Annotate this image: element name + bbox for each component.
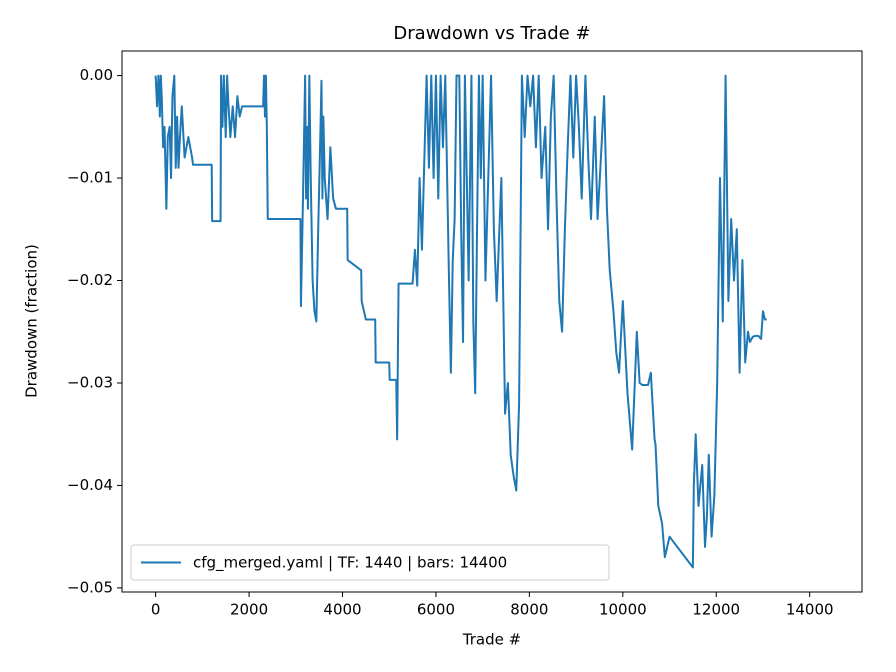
x-tick-label: 0 xyxy=(151,601,161,619)
y-tick-label: −0.02 xyxy=(67,271,113,289)
y-tick-label: −0.01 xyxy=(67,169,113,187)
x-tick-label: 8000 xyxy=(510,601,548,619)
y-tick-label: −0.03 xyxy=(67,373,113,391)
y-tick-label: −0.05 xyxy=(67,578,113,596)
line-series xyxy=(154,74,767,569)
x-tick-label: 2000 xyxy=(230,601,268,619)
x-tick-label: 6000 xyxy=(417,601,455,619)
legend-box xyxy=(130,544,610,581)
x-tick-label: 10000 xyxy=(599,601,647,619)
x-tick-label: 4000 xyxy=(323,601,361,619)
x-tick-label: 12000 xyxy=(692,601,740,619)
x-axis-label: Trade # xyxy=(462,631,521,649)
axes-frame xyxy=(121,50,863,593)
legend-label: cfg_merged.yaml | TF: 1440 | bars: 14400 xyxy=(193,554,507,573)
chart-title: Drawdown vs Trade # xyxy=(393,23,590,44)
x-tick-label: 14000 xyxy=(786,601,834,619)
y-axis-label: Drawdown (fraction) xyxy=(23,244,41,398)
y-tick-label: −0.04 xyxy=(67,476,113,494)
y-tick-label: 0.00 xyxy=(80,66,113,84)
